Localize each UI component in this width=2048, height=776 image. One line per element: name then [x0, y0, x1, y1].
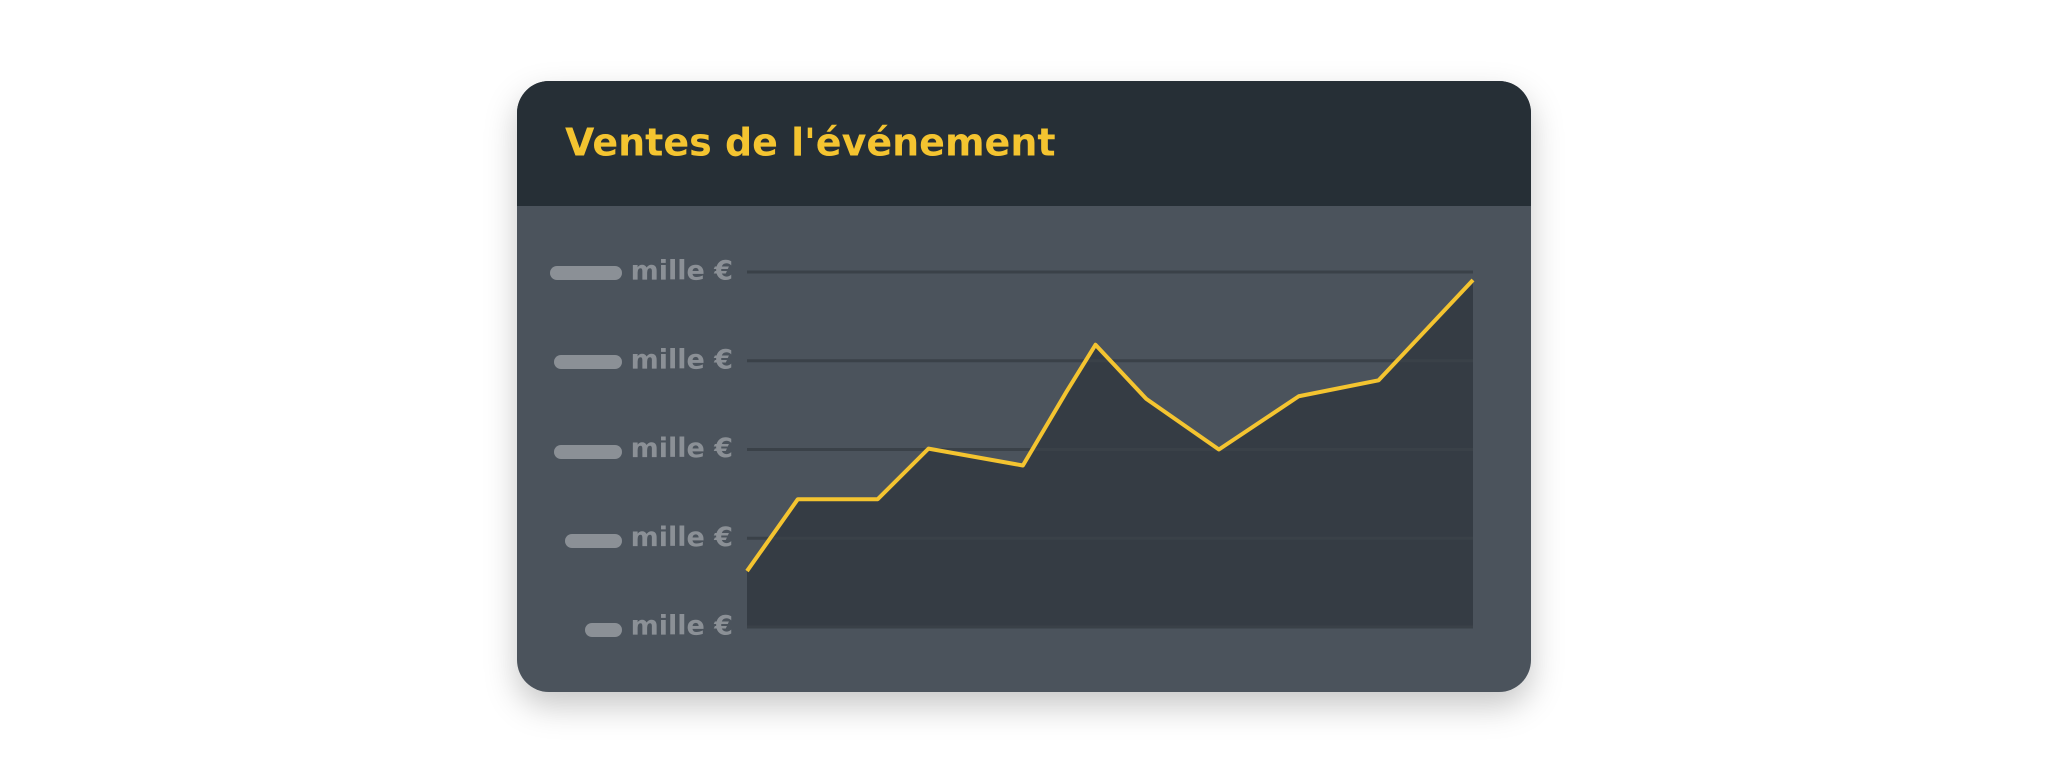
- card-header: [517, 81, 1531, 206]
- placeholder-pill: [585, 623, 622, 637]
- placeholder-pill: [554, 445, 622, 459]
- y-tick-label: mille €: [631, 256, 733, 287]
- y-tick-label: mille €: [631, 611, 733, 642]
- placeholder-pill: [565, 534, 622, 548]
- area: [747, 279, 1473, 627]
- line: [745, 278, 1475, 573]
- placeholder-pill: [554, 355, 622, 369]
- y-tick-label: mille €: [631, 344, 733, 375]
- placeholder-pill: [550, 266, 622, 280]
- chart-title: Ventes de l'événement: [565, 121, 1056, 165]
- y-tick-label: mille €: [631, 522, 733, 553]
- y-tick-label: mille €: [631, 433, 733, 464]
